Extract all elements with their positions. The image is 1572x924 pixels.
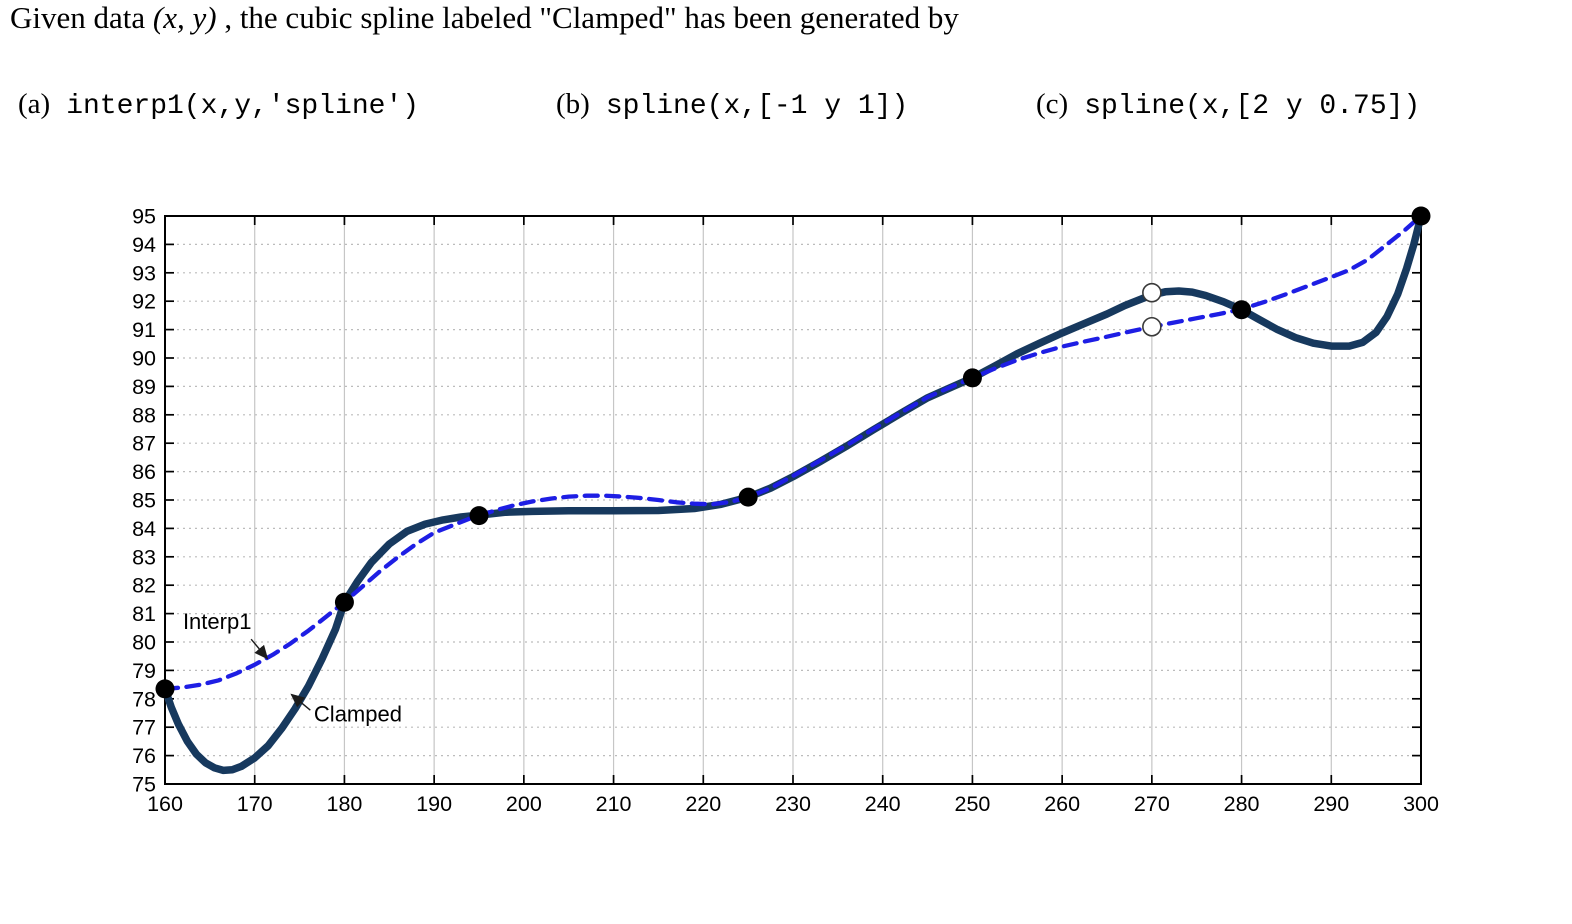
data-point-marker [962,368,982,388]
x-tick-label: 230 [775,792,811,816]
x-tick-label: 160 [147,792,183,816]
data-point-marker [334,592,354,612]
x-tick-label: 290 [1313,792,1349,816]
open-circle-marker [1142,316,1162,337]
x-tick-label: 180 [326,792,362,816]
y-tick-label: 81 [132,602,156,626]
question-suffix: , the cubic spline labeled "Clamped" has… [216,0,959,35]
option-b-code: spline(x,[-1 y 1]) [605,91,909,122]
data-point-marker [155,679,175,699]
y-tick-label: 88 [132,403,156,427]
y-tick-label: 76 [132,744,156,768]
x-tick-label: 240 [865,792,901,816]
y-tick-label: 86 [132,460,156,484]
x-tick-label: 250 [954,792,990,816]
y-tick-label: 89 [132,375,156,399]
y-tick-label: 95 [132,205,156,229]
interp1-label: Interp1 [183,609,252,634]
y-tick-label: 94 [132,233,156,257]
y-tick-label: 84 [132,517,156,541]
data-point-marker [738,487,758,507]
y-tick-label: 77 [132,716,156,740]
data-point-marker [1411,206,1431,226]
clamped-label: Clamped [314,701,402,726]
clamped-arrow [290,693,311,711]
interp1-curve [162,213,1424,692]
option-c-label: (c) [1036,88,1069,120]
x-tick-label: 280 [1224,792,1260,816]
x-tick-label: 200 [506,792,542,816]
interp1-arrow [250,638,269,660]
y-tick-label: 92 [132,290,156,314]
question-math-xy: (x, y) [152,0,217,35]
y-tick-label: 80 [132,631,156,655]
data-point-marker [469,506,489,526]
option-b: (b) spline(x,[-1 y 1]) [556,88,908,122]
x-tick-label: 190 [416,792,452,816]
y-tick-label: 75 [132,773,156,797]
x-tick-label: 260 [1044,792,1080,816]
x-tick-label: 210 [596,792,632,816]
y-tick-label: 87 [132,432,156,456]
y-tick-label: 93 [132,261,156,285]
option-a-label: (a) [18,88,51,120]
question-prefix: Given data [10,0,153,35]
data-point-marker [1232,300,1252,320]
option-c: (c) spline(x,[2 y 0.75]) [1036,88,1420,122]
y-tick-label: 78 [132,687,156,711]
option-c-code: spline(x,[2 y 0.75]) [1084,91,1421,122]
x-tick-label: 220 [685,792,721,816]
y-tick-label: 83 [132,545,156,569]
option-b-label: (b) [556,88,590,120]
x-tick-label: 170 [237,792,273,816]
y-tick-label: 90 [132,347,156,371]
open-circle-marker [1142,282,1162,303]
y-tick-label: 82 [132,574,156,598]
question-text: Given data (x, y) , the cubic spline lab… [10,0,959,36]
x-tick-label: 270 [1134,792,1170,816]
option-a: (a) interp1(x,y,'spline') [18,88,419,122]
y-tick-label: 85 [132,489,156,513]
y-tick-label: 79 [132,659,156,683]
option-a-code: interp1(x,y,'spline') [66,91,420,122]
x-tick-label: 300 [1403,792,1439,816]
y-tick-label: 91 [132,318,156,342]
